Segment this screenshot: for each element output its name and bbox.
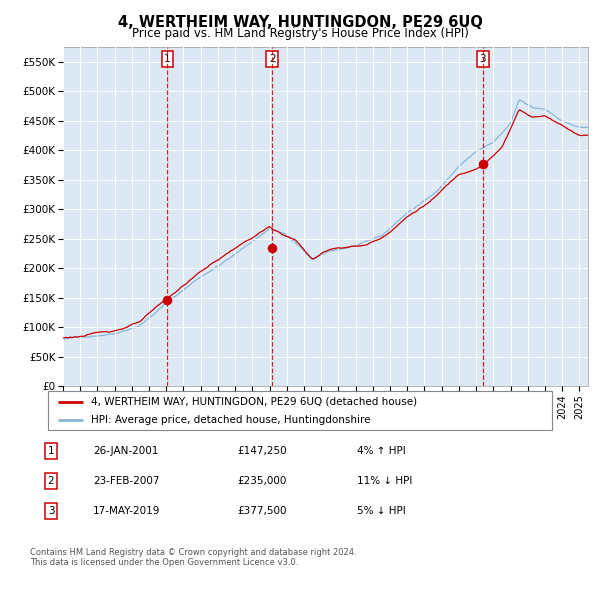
Text: Price paid vs. HM Land Registry's House Price Index (HPI): Price paid vs. HM Land Registry's House … bbox=[131, 27, 469, 40]
Text: HPI: Average price, detached house, Huntingdonshire: HPI: Average price, detached house, Hunt… bbox=[91, 415, 370, 425]
FancyBboxPatch shape bbox=[48, 391, 552, 430]
Text: £147,250: £147,250 bbox=[237, 446, 287, 455]
Text: 4, WERTHEIM WAY, HUNTINGDON, PE29 6UQ (detached house): 4, WERTHEIM WAY, HUNTINGDON, PE29 6UQ (d… bbox=[91, 397, 417, 407]
Text: 23-FEB-2007: 23-FEB-2007 bbox=[93, 476, 160, 486]
Text: 4% ↑ HPI: 4% ↑ HPI bbox=[357, 446, 406, 455]
Text: 5% ↓ HPI: 5% ↓ HPI bbox=[357, 506, 406, 516]
Text: 1: 1 bbox=[47, 446, 55, 455]
Text: 4, WERTHEIM WAY, HUNTINGDON, PE29 6UQ: 4, WERTHEIM WAY, HUNTINGDON, PE29 6UQ bbox=[118, 15, 482, 30]
Text: 2: 2 bbox=[269, 54, 275, 64]
Text: 11% ↓ HPI: 11% ↓ HPI bbox=[357, 476, 412, 486]
Text: 1: 1 bbox=[164, 54, 171, 64]
Text: Contains HM Land Registry data © Crown copyright and database right 2024.
This d: Contains HM Land Registry data © Crown c… bbox=[30, 548, 356, 567]
Point bbox=[478, 159, 487, 169]
Text: 3: 3 bbox=[47, 506, 55, 516]
Text: £235,000: £235,000 bbox=[237, 476, 286, 486]
Text: 17-MAY-2019: 17-MAY-2019 bbox=[93, 506, 160, 516]
Text: 2: 2 bbox=[47, 476, 55, 486]
Text: 3: 3 bbox=[479, 54, 486, 64]
Point bbox=[163, 295, 172, 304]
Text: £377,500: £377,500 bbox=[237, 506, 287, 516]
Point bbox=[268, 243, 277, 253]
Text: 26-JAN-2001: 26-JAN-2001 bbox=[93, 446, 158, 455]
